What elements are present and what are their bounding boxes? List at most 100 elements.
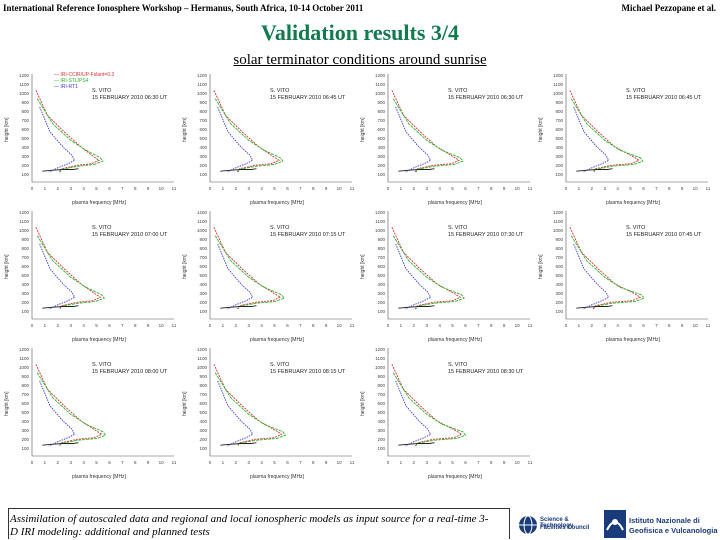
x-tick-label: 3 bbox=[69, 186, 72, 191]
x-tick-label: 0 bbox=[31, 186, 34, 191]
x-tick-label: 10 bbox=[693, 323, 699, 328]
y-tick-label: 200 bbox=[555, 300, 563, 305]
x-tick-label: 5 bbox=[95, 460, 98, 465]
x-tick-label: 2 bbox=[235, 186, 238, 191]
station-time: 15 FEBRUARY 2010 07:30 UT bbox=[448, 232, 524, 238]
y-tick-label: 300 bbox=[555, 291, 563, 296]
x-tick-label: 9 bbox=[325, 460, 328, 465]
y-tick-label: 100 bbox=[199, 172, 207, 177]
y-tick-label: 200 bbox=[377, 437, 385, 442]
profile-panel: 1200 1100 1000 900 800 700 600 500 400 300 200 100 0… bbox=[360, 207, 534, 345]
y-tick-label: 1100 bbox=[553, 219, 563, 224]
plot-axes bbox=[387, 74, 530, 183]
model-curve-blue bbox=[217, 243, 254, 310]
station-label: S. VITO 15 FEBRUARY 2010 06:45 UT bbox=[270, 88, 345, 102]
y-tick-label: 1200 bbox=[19, 210, 30, 215]
y-tick-label: 200 bbox=[555, 163, 563, 168]
plot-axes bbox=[209, 348, 352, 457]
x-tick-label: 3 bbox=[425, 186, 428, 191]
y-tick-label: 1200 bbox=[375, 73, 386, 78]
y-tick-label: 1000 bbox=[375, 91, 386, 96]
station-name: S. VITO bbox=[270, 225, 290, 231]
x-tick-label: 0 bbox=[387, 460, 390, 465]
y-axis-label: height [km] bbox=[182, 254, 188, 280]
y-tick-label: 500 bbox=[199, 136, 207, 141]
x-tick-label: 7 bbox=[477, 186, 480, 191]
profile-plot: 1200110010009008007006005004003002001000… bbox=[19, 73, 177, 191]
x-tick-label: 2 bbox=[235, 460, 238, 465]
y-tick-label: 800 bbox=[555, 246, 563, 251]
model-curve-blue bbox=[39, 243, 76, 310]
y-tick-label: 600 bbox=[199, 127, 207, 132]
plot-axes bbox=[31, 348, 174, 457]
y-tick-label: 1000 bbox=[19, 365, 30, 370]
y-tick-label: 200 bbox=[377, 163, 385, 168]
y-tick-label: 1100 bbox=[19, 219, 29, 224]
y-axis-label: height [km] bbox=[4, 254, 10, 280]
x-tick-label: 6 bbox=[464, 460, 467, 465]
y-tick-label: 700 bbox=[21, 118, 29, 123]
y-tick-label: 400 bbox=[21, 419, 29, 424]
y-tick-label: 900 bbox=[21, 374, 29, 379]
profile-plot: 1200110010009008007006005004003002001000… bbox=[197, 347, 355, 465]
station-name: S. VITO bbox=[448, 88, 468, 94]
y-tick-label: 700 bbox=[555, 255, 563, 260]
y-tick-label: 1000 bbox=[197, 91, 208, 96]
y-tick-label: 100 bbox=[21, 446, 29, 451]
ingv-logo: Istituto Nazionale di Geofisica e Vulcan… bbox=[604, 508, 720, 540]
x-tick-label: 11 bbox=[706, 186, 711, 191]
station-time: 15 FEBRUARY 2010 06:45 UT bbox=[270, 95, 346, 101]
model-curve-blue bbox=[217, 106, 254, 173]
y-tick-label: 200 bbox=[21, 300, 29, 305]
model-curve-red bbox=[35, 90, 101, 173]
x-tick-label: 9 bbox=[681, 186, 684, 191]
measured-curve bbox=[576, 305, 613, 309]
y-tick-label: 900 bbox=[199, 237, 207, 242]
x-tick-label: 1 bbox=[44, 186, 47, 191]
model-curve-blue bbox=[39, 380, 76, 447]
y-tick-label: 700 bbox=[377, 118, 385, 123]
model-curve-green bbox=[392, 235, 465, 309]
model-curve-green bbox=[570, 98, 644, 172]
x-axis-label: plasma frequency [MHz] bbox=[250, 200, 304, 206]
y-axis-label: height [km] bbox=[538, 117, 544, 143]
y-tick-label: 400 bbox=[555, 282, 563, 287]
model-curve-red bbox=[391, 364, 463, 447]
y-tick-label: 100 bbox=[21, 172, 29, 177]
plot-axes bbox=[209, 74, 352, 183]
x-tick-label: 10 bbox=[159, 323, 165, 328]
model-curve-red bbox=[569, 227, 642, 310]
station-name: S. VITO bbox=[92, 88, 112, 94]
x-tick-label: 1 bbox=[578, 323, 581, 328]
measured-curve bbox=[220, 305, 257, 309]
y-tick-label: 1100 bbox=[19, 356, 29, 361]
x-tick-label: 10 bbox=[337, 323, 343, 328]
y-tick-label: 600 bbox=[555, 264, 563, 269]
x-tick-label: 10 bbox=[515, 186, 521, 191]
y-tick-label: 600 bbox=[555, 127, 563, 132]
x-tick-label: 11 bbox=[528, 460, 533, 465]
plot-axes bbox=[565, 211, 708, 320]
x-tick-label: 5 bbox=[273, 460, 276, 465]
y-tick-label: 1000 bbox=[375, 228, 386, 233]
plot-axes bbox=[387, 211, 530, 320]
x-tick-label: 11 bbox=[172, 460, 177, 465]
x-tick-label: 6 bbox=[642, 323, 645, 328]
x-tick-label: 5 bbox=[629, 323, 632, 328]
x-tick-label: 10 bbox=[515, 460, 521, 465]
stfc-logo-line2: Facilities Council bbox=[540, 525, 590, 531]
x-tick-label: 4 bbox=[616, 186, 619, 191]
measured-curve bbox=[42, 168, 79, 172]
x-axis-label: plasma frequency [MHz] bbox=[250, 474, 304, 480]
y-axis-label: height [km] bbox=[360, 254, 366, 280]
x-tick-label: 3 bbox=[425, 323, 428, 328]
x-tick-label: 9 bbox=[147, 460, 150, 465]
x-tick-label: 11 bbox=[350, 186, 355, 191]
x-tick-label: 11 bbox=[172, 186, 177, 191]
x-tick-label: 11 bbox=[528, 323, 533, 328]
x-tick-label: 6 bbox=[108, 460, 111, 465]
profile-panel: 1200 1100 1000 900 800 700 600 500 400 300 200 100 0… bbox=[360, 70, 534, 208]
x-tick-label: 10 bbox=[337, 460, 343, 465]
y-tick-label: 300 bbox=[199, 154, 207, 159]
x-tick-label: 1 bbox=[400, 323, 403, 328]
